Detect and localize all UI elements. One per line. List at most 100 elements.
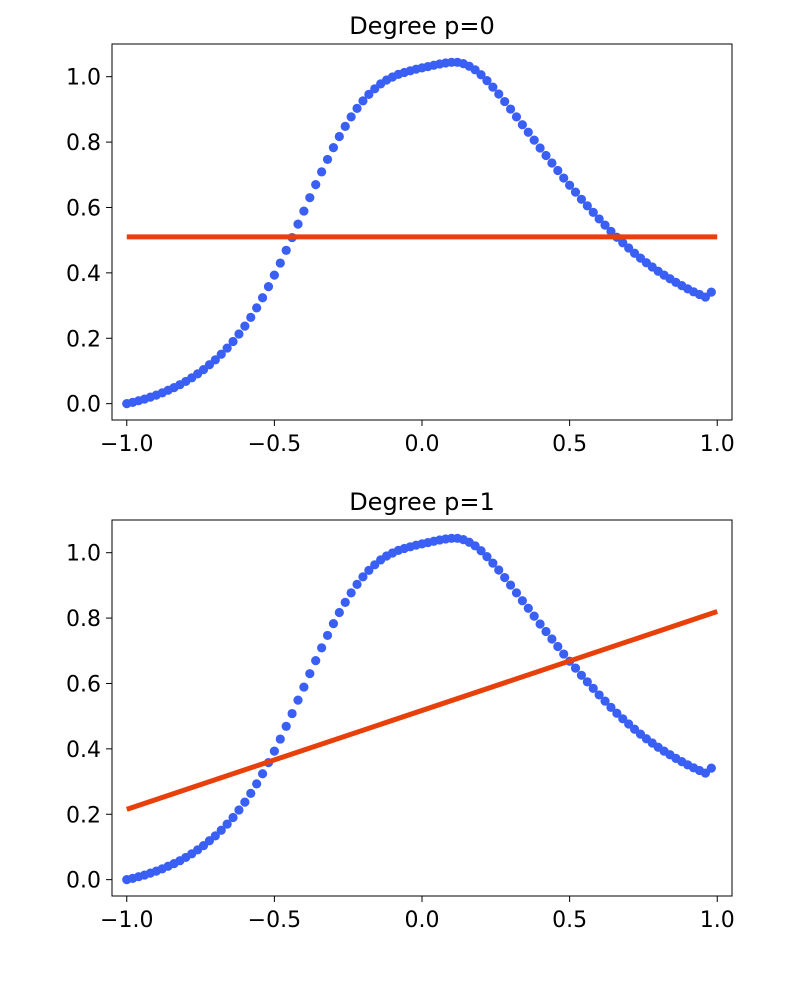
data-point	[547, 158, 557, 168]
data-point	[293, 219, 303, 229]
data-point	[559, 173, 569, 183]
data-point	[600, 220, 610, 230]
data-point	[706, 287, 716, 297]
data-point	[311, 179, 321, 190]
data-point	[228, 812, 238, 823]
data-point	[576, 194, 587, 204]
data-point	[494, 565, 504, 575]
y-tick-label: 0.8	[66, 131, 101, 156]
data-point	[553, 641, 563, 652]
y-tick-label: 0.4	[66, 262, 101, 287]
y-tick-label: 0.2	[66, 803, 101, 828]
data-point	[240, 797, 250, 807]
data-point	[281, 245, 291, 255]
data-point	[582, 677, 592, 687]
data-point	[488, 558, 498, 568]
data-point	[476, 546, 486, 556]
data-point	[275, 258, 285, 268]
data-point	[228, 336, 238, 347]
chart-title: Degree p=0	[349, 12, 495, 40]
data-point	[352, 103, 362, 114]
x-tick-label: −0.5	[248, 908, 301, 933]
x-tick-label: 0.0	[405, 432, 440, 457]
data-point	[334, 131, 344, 142]
x-tick-label: −1.0	[100, 432, 153, 457]
chart-title: Degree p=1	[349, 488, 495, 516]
data-point	[305, 193, 315, 203]
data-point	[216, 349, 226, 359]
data-point	[246, 312, 256, 322]
data-point	[624, 243, 634, 253]
data-point	[317, 167, 327, 177]
data-point	[535, 619, 545, 629]
y-tick-label: 1.0	[66, 542, 101, 567]
data-point	[505, 104, 516, 114]
data-point	[535, 143, 545, 153]
x-tick-label: 0.0	[405, 908, 440, 933]
data-point	[246, 788, 256, 798]
data-point	[529, 611, 539, 621]
y-tick-label: 0.6	[66, 196, 101, 221]
data-point	[364, 565, 374, 575]
fit-line	[125, 609, 719, 812]
data-point	[222, 819, 232, 829]
chart-1: Degree p=0 −1.0 −0.5 0.0 0.5 1.0 0.0 0.2 0.4 0.6 0…	[66, 12, 735, 457]
data-point	[594, 690, 604, 700]
data-point	[252, 779, 262, 789]
data-point	[541, 626, 551, 637]
data-point	[505, 580, 516, 590]
data-point	[322, 154, 333, 165]
data-point	[358, 96, 368, 106]
data-point	[582, 201, 592, 211]
data-point	[482, 76, 492, 86]
data-point	[317, 643, 327, 653]
x-tick-label: 0.5	[552, 908, 587, 933]
data-point	[257, 769, 268, 779]
data-point	[263, 282, 274, 292]
data-point	[293, 695, 303, 705]
data-point	[588, 683, 598, 693]
data-point	[517, 120, 527, 130]
data-point	[352, 579, 362, 590]
data-point	[500, 96, 510, 107]
data-point	[517, 596, 527, 606]
x-tick-label: −0.5	[248, 432, 301, 457]
data-point	[305, 669, 315, 679]
data-point	[488, 82, 498, 92]
data-point	[612, 708, 622, 718]
data-point	[287, 708, 297, 719]
data-point	[334, 607, 344, 618]
data-point	[565, 180, 575, 190]
y-tick-label: 0.4	[66, 738, 101, 763]
data-point	[606, 226, 616, 236]
scatter-series	[122, 57, 716, 409]
x-tick-label: −1.0	[100, 908, 153, 933]
data-point	[234, 329, 244, 339]
data-point	[500, 572, 510, 583]
data-point	[618, 238, 628, 248]
data-point	[311, 655, 321, 666]
data-point	[240, 321, 250, 331]
data-point	[529, 135, 539, 145]
data-point	[346, 588, 356, 598]
data-point	[588, 207, 598, 217]
data-point	[322, 630, 333, 641]
y-tick-label: 0.2	[66, 327, 101, 352]
data-point	[257, 293, 268, 303]
data-point	[340, 121, 350, 131]
data-point	[606, 702, 616, 712]
scatter-series	[122, 533, 716, 885]
data-point	[600, 696, 610, 706]
data-point	[547, 634, 557, 644]
data-point	[494, 89, 504, 99]
x-tick-label: 1.0	[700, 908, 735, 933]
data-point	[570, 187, 581, 197]
data-point	[210, 831, 220, 841]
data-point	[328, 619, 339, 629]
data-point	[624, 719, 634, 729]
data-point	[594, 214, 604, 224]
data-point	[328, 143, 339, 153]
data-point	[523, 603, 533, 613]
data-point	[570, 663, 581, 673]
